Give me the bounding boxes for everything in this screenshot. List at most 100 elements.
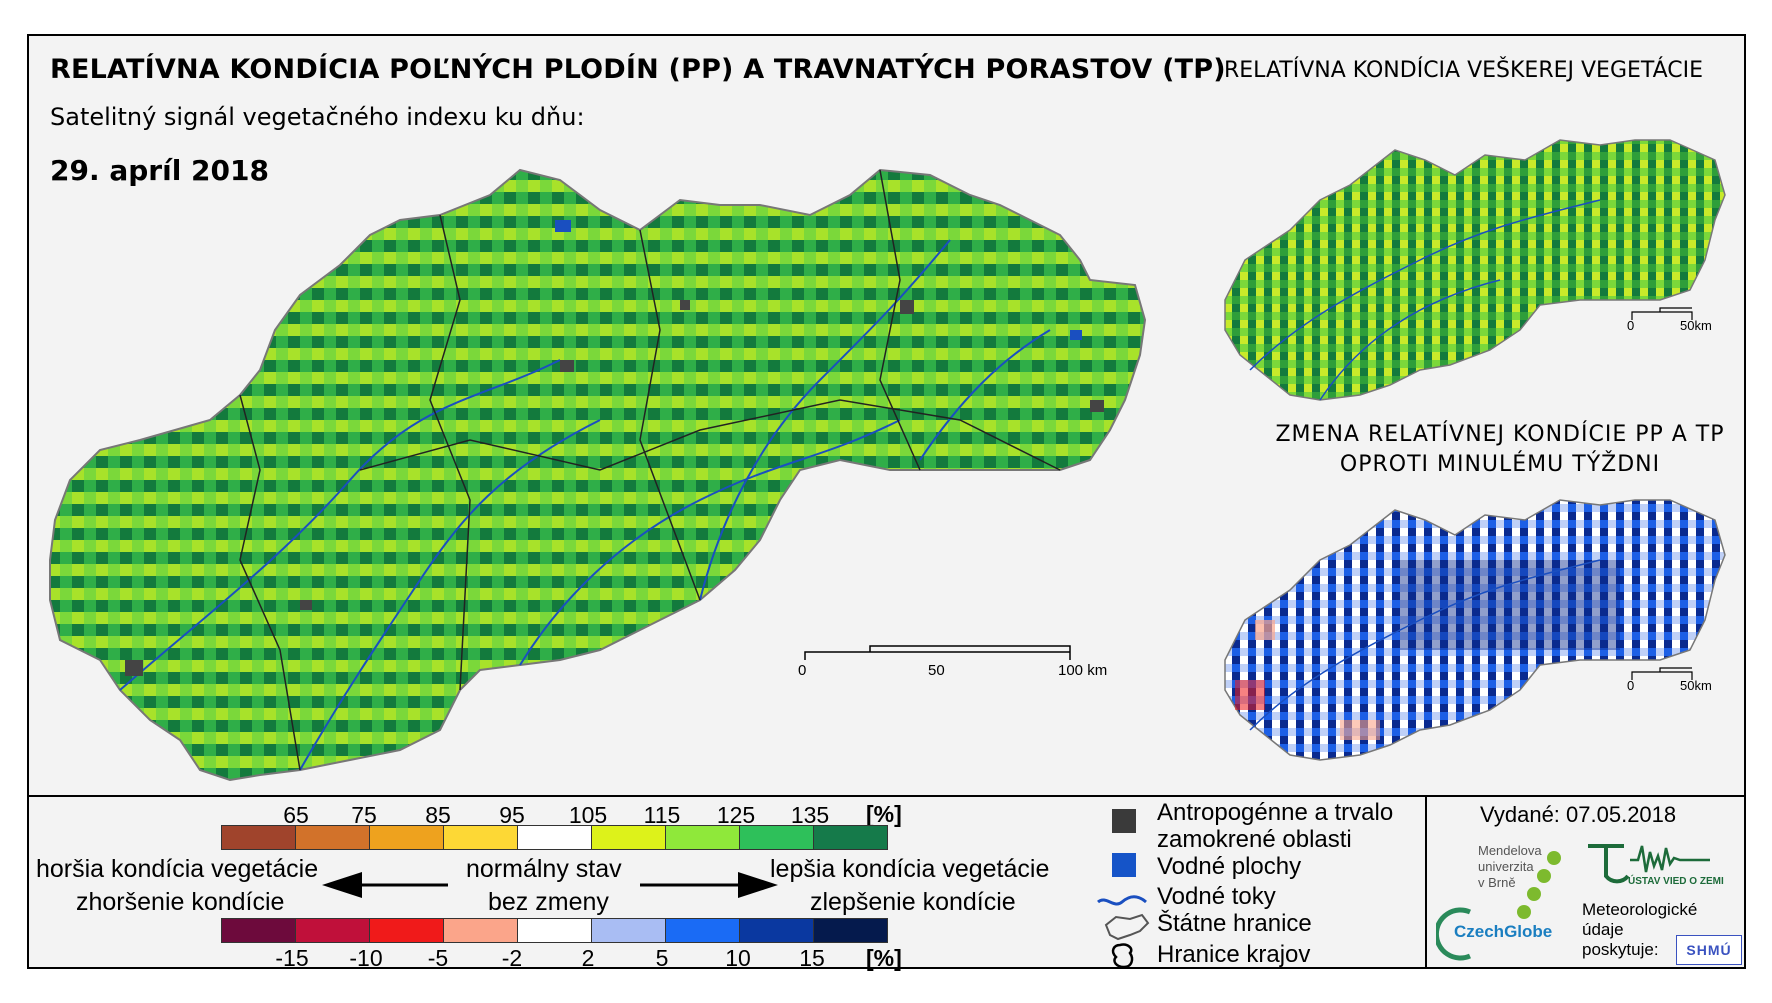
- normal-state-label: normálny stav: [466, 855, 622, 883]
- better-condition-label: lepšia kondícia vegetácie: [770, 855, 1050, 883]
- main-scale-label-50: 50: [928, 662, 945, 679]
- river-line: [119, 359, 561, 691]
- data-provider-note: Meteorologické údaje poskytuje:: [1582, 900, 1697, 960]
- water-stream-symbol-icon: [1097, 895, 1147, 906]
- mendel-logo-text: Mendelova univerzita v Brně: [1478, 843, 1542, 891]
- date-label: 29. apríl 2018: [50, 154, 269, 187]
- main-scale-label-0: 0: [798, 662, 807, 679]
- condition-bar-swatch: [665, 825, 740, 850]
- river-line: [519, 419, 901, 666]
- anthropogenic-label-2: zamokrené oblasti: [1157, 826, 1352, 853]
- condition-bar-swatch: [591, 825, 666, 850]
- anthropogenic-area: [1090, 400, 1104, 412]
- anthropogenic-area: [560, 360, 574, 372]
- issued-date: Vydané: 07.05.2018: [1480, 802, 1677, 827]
- river-line: [299, 419, 601, 771]
- change-bar-swatch: [517, 918, 592, 943]
- vegetation-scale-bar: [1631, 307, 1693, 320]
- institute-logo-text: ÚSTAV VIED O ZEMI: [1628, 876, 1724, 887]
- legend-vertical-separator: [1425, 795, 1427, 969]
- condition-tick: 125: [716, 802, 756, 828]
- anthropogenic-label-1: Antropogénne a trvalo: [1157, 799, 1394, 826]
- change-bar-swatch: [739, 918, 814, 943]
- condition-tick: 75: [351, 802, 377, 828]
- river-line: [919, 329, 1051, 461]
- vegetation-overview-map: [1224, 139, 1726, 401]
- water-bodies-label: Vodné plochy: [1157, 853, 1302, 880]
- shmu-logo: SHMÚ: [1676, 935, 1742, 965]
- data-note-line-1: Meteorologické: [1582, 900, 1698, 919]
- change-overview-map: [1224, 499, 1726, 761]
- change-unit: [%]: [866, 945, 902, 971]
- condition-bar-swatch: [517, 825, 592, 850]
- region-border-label: Hranice krajov: [1157, 941, 1311, 968]
- mendel-line-2: univerzita: [1478, 859, 1534, 874]
- condition-bar-swatch: [369, 825, 444, 850]
- veg-scale-label-50: 50km: [1680, 318, 1712, 333]
- state-border-symbol-icon: [1104, 913, 1150, 941]
- anthropogenic-symbol-icon: [1112, 809, 1136, 833]
- water-body: [555, 220, 571, 232]
- anthropogenic-area: [680, 300, 690, 310]
- condition-unit: [%]: [866, 801, 902, 827]
- state-border-label: Štátne hranice: [1157, 910, 1312, 937]
- change-tick: 2: [581, 945, 595, 971]
- mendel-line-3: v Brně: [1478, 875, 1516, 890]
- change-bar-swatch: [443, 918, 518, 943]
- change-map-title: ZMENA RELATÍVNEJ KONDÍCIE PP A TP OPROTI…: [1220, 420, 1772, 480]
- condition-tick: 85: [425, 802, 451, 828]
- change-bar-swatch: [591, 918, 666, 943]
- change-tick: 10: [725, 945, 751, 971]
- condition-bar-swatch: [221, 825, 296, 850]
- change-scale-bar: [1631, 667, 1693, 680]
- change-tick: -5: [427, 945, 449, 971]
- river-line: [699, 239, 951, 601]
- change-scale-label-50: 50km: [1680, 678, 1712, 693]
- change-title-line1: ZMENA RELATÍVNEJ KONDÍCIE PP A TP: [1275, 422, 1725, 447]
- better-change-label: zlepšenie kondície: [810, 888, 1016, 916]
- slovakia-main-map: [49, 168, 1147, 782]
- worse-change-label: zhoršenie kondície: [76, 888, 285, 916]
- czechglobe-arc-icon: [1436, 907, 1471, 961]
- data-note-line-2: údaje: [1582, 920, 1624, 939]
- anthropogenic-area: [125, 660, 143, 676]
- change-scale-label-0: 0: [1627, 678, 1635, 693]
- mendel-dots-icon: [1517, 851, 1561, 919]
- water-body: [1070, 330, 1082, 340]
- change-tick: -15: [275, 945, 309, 971]
- institute-logo-icon: [1588, 844, 1710, 884]
- change-tick: -2: [501, 945, 523, 971]
- main-scale-label-100: 100 km: [1058, 662, 1108, 679]
- change-bar-swatch: [221, 918, 296, 943]
- change-tick: -10: [349, 945, 383, 971]
- condition-bar-swatch: [813, 825, 888, 850]
- change-tick: 5: [655, 945, 669, 971]
- region-border-symbol-icon: [1111, 943, 1134, 969]
- data-note-line-3: poskytuje:: [1582, 940, 1659, 959]
- mendel-line-1: Mendelova: [1478, 843, 1542, 858]
- no-change-label: bez zmeny: [488, 888, 609, 916]
- main-scale-bar: [804, 645, 1071, 660]
- region-border: [639, 229, 701, 601]
- change-title-line2: OPROTI MINULÉMU TÝŽDNI: [1339, 452, 1661, 477]
- vegetation-map-title: RELATÍVNA KONDÍCIA VEŠKEREJ VEGETÁCIE: [1224, 58, 1704, 83]
- region-border: [359, 399, 1061, 471]
- condition-tick: 115: [643, 802, 681, 828]
- worse-condition-label: horšia kondícia vegetácie: [36, 855, 319, 883]
- change-bar-swatch: [665, 918, 740, 943]
- change-bar-swatch: [295, 918, 370, 943]
- condition-bar-swatch: [443, 825, 518, 850]
- region-border: [239, 394, 301, 771]
- water-streams-label: Vodné toky: [1157, 883, 1276, 910]
- change-bar-swatch: [813, 918, 888, 943]
- change-bar-swatch: [369, 918, 444, 943]
- map-key-symbols: [1097, 809, 1150, 969]
- condition-tick: 105: [568, 802, 608, 828]
- condition-bar-swatch: [295, 825, 370, 850]
- condition-tick: 95: [499, 802, 525, 828]
- anthropogenic-area: [300, 600, 312, 610]
- subtitle: Satelitný signál vegetačného indexu ku d…: [50, 103, 585, 131]
- anthropogenic-area: [900, 300, 914, 314]
- region-border: [429, 214, 471, 691]
